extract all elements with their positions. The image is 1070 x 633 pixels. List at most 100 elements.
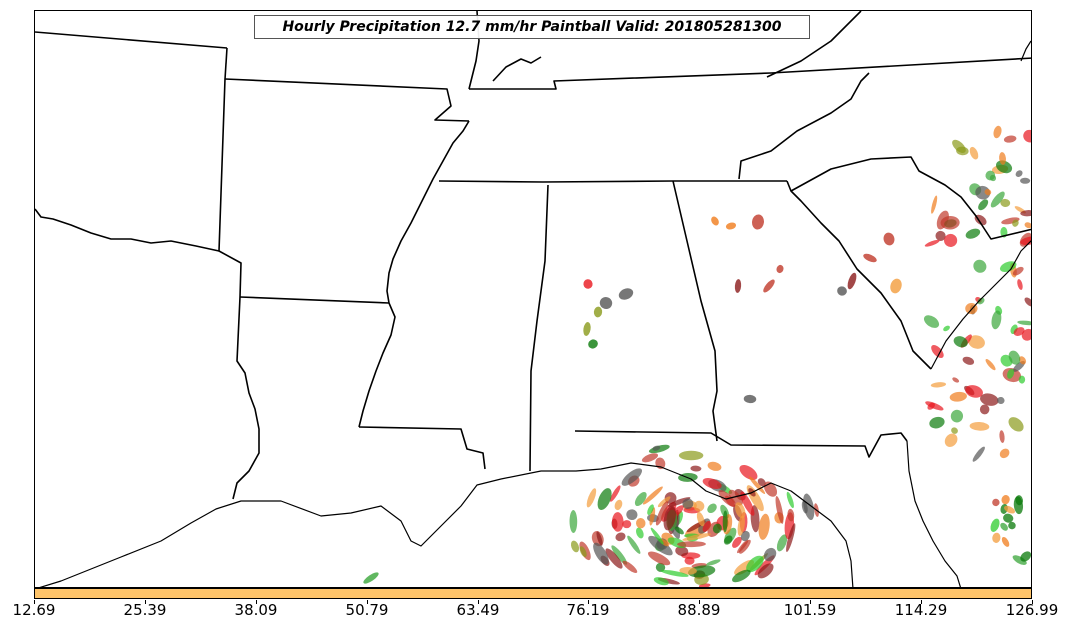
paintball-blob	[618, 288, 634, 300]
paintball-blob	[1004, 505, 1016, 514]
border-tn-south	[438, 180, 787, 183]
paintball-blob	[999, 261, 1017, 272]
colorbar-tick-label: 63.49	[456, 601, 500, 619]
paintball-blob	[690, 465, 702, 472]
paintball-blob	[999, 430, 1005, 443]
paintball-blob	[1020, 210, 1031, 217]
colorbar-tick-label: 25.39	[123, 601, 167, 619]
paintball-blob	[609, 485, 621, 502]
border-oh-river	[492, 56, 542, 82]
map-panel	[34, 10, 1032, 588]
paintball-blob	[627, 535, 641, 554]
paintball-blob	[923, 315, 940, 328]
paintball-blob	[944, 233, 958, 247]
paintball-blob	[992, 498, 1000, 507]
colorbar-tick-label: 101.59	[783, 601, 837, 619]
colorbar-tick-mark	[921, 600, 922, 604]
colorbar-tick-mark	[699, 600, 700, 604]
paintball-blob	[647, 551, 671, 566]
paintball-blob	[634, 491, 647, 507]
precipitation-map	[35, 11, 1031, 587]
border-ky-tn	[469, 57, 1031, 90]
paintball-blob	[696, 511, 705, 527]
paintball-blob	[722, 510, 728, 533]
paintball-blob	[583, 279, 593, 289]
paintball-blob	[1021, 328, 1031, 341]
coast-atlantic	[930, 240, 1031, 370]
paintball-blob	[682, 498, 694, 509]
paintball-blob	[749, 476, 766, 494]
colorbar-tick-mark	[588, 600, 589, 604]
paintball-blob	[622, 560, 638, 574]
paintball-blob	[657, 496, 671, 508]
colorbar-tick-mark	[478, 600, 479, 604]
paintball-blob	[952, 377, 960, 383]
paintball-blob	[1000, 198, 1011, 207]
paintball-blob	[997, 396, 1005, 404]
paintball-blob	[953, 336, 968, 348]
paintball-blob	[999, 448, 1010, 459]
paintball-blob	[649, 507, 656, 526]
paintball-blob	[593, 542, 609, 565]
paintball-blob	[647, 504, 654, 515]
paintball-blob	[1018, 375, 1026, 384]
paintball-blob	[1000, 522, 1008, 531]
paintball-blob	[1008, 417, 1024, 432]
paintball-blob	[776, 534, 788, 552]
paintball-blob	[1018, 356, 1027, 365]
paintball-blob	[977, 297, 985, 305]
paintball-blob	[929, 416, 945, 429]
paintball-blob	[636, 527, 644, 539]
border-ne-ks	[35, 31, 228, 49]
border-nc-sc	[786, 156, 1031, 240]
border-la-tx	[232, 296, 260, 500]
paintball-blob	[968, 335, 985, 349]
paintball-blob	[599, 296, 613, 310]
paintball-blob	[636, 518, 646, 529]
paintball-blob	[707, 503, 717, 514]
paintball-blob	[655, 501, 669, 526]
paintball-blob	[1023, 129, 1031, 143]
paintball-blob	[752, 214, 764, 230]
colorbar-tick-mark	[34, 600, 35, 604]
paintball-blob	[740, 530, 750, 542]
paintball-blob	[985, 170, 996, 181]
paintball-blob	[930, 382, 947, 388]
paintball-blob	[735, 502, 746, 519]
paintball-blob	[642, 486, 663, 505]
colorbar-tick-label: 38.09	[234, 601, 278, 619]
paintball-blob	[734, 279, 742, 293]
colorbar	[34, 588, 1032, 599]
paintball-blob	[702, 478, 722, 489]
paintball-blob	[1012, 555, 1027, 565]
paintball-blob	[787, 508, 795, 522]
colorbar-tick-mark	[367, 600, 368, 604]
paintball-blob	[679, 566, 697, 575]
colorbar-tick-label: 50.79	[345, 601, 389, 619]
coast-florida-east	[906, 440, 962, 587]
paintball-blob	[611, 545, 628, 565]
paintball-blob	[702, 520, 711, 532]
paintball-blob	[1017, 279, 1023, 290]
paintball-blob	[757, 478, 766, 487]
paintball-blob	[956, 146, 969, 156]
coastlines	[39, 40, 1031, 587]
paintball-blob	[951, 427, 958, 434]
paintball-blob	[614, 499, 623, 511]
paintball-blob	[1012, 266, 1024, 276]
paintball-blob	[682, 533, 712, 541]
colorbar-tick-label: 114.29	[894, 601, 948, 619]
paintball-blob	[596, 531, 603, 546]
paintball-blob	[1012, 219, 1019, 227]
paintball-blob	[1017, 320, 1031, 326]
paintball-blob	[950, 409, 964, 423]
paintball-blob	[1024, 222, 1031, 229]
paintball-blob	[684, 556, 695, 565]
paintball-blob	[1013, 496, 1024, 515]
paintball-blob	[996, 160, 1013, 174]
paintball-blob	[1015, 170, 1023, 178]
paintball-blob	[712, 523, 722, 534]
paintball-blob	[723, 535, 733, 545]
paintball-blob	[763, 547, 777, 562]
paintball-blob	[863, 253, 877, 263]
